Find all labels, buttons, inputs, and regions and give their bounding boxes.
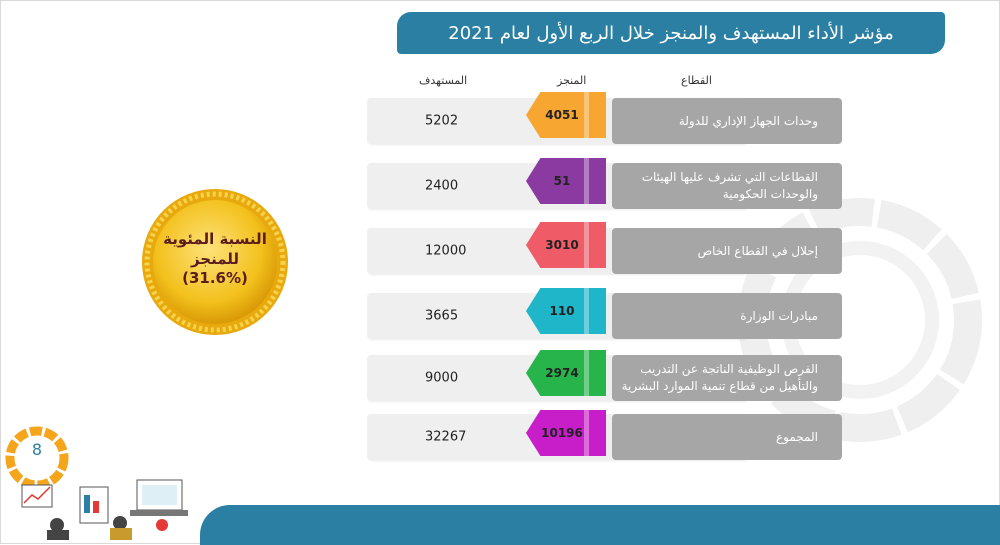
achieved-value: 4051	[545, 108, 579, 122]
achieved-arrow: 4051	[526, 92, 606, 138]
badge-line1: النسبة المئوية	[163, 230, 267, 248]
sector-cell: مبادرات الوزارة	[612, 293, 842, 339]
sector-cell: الفرص الوظيفية الناتجة عن التدريب والتأه…	[612, 355, 842, 401]
achieved-arrow: 10196	[526, 410, 606, 456]
achieved-arrow: 51	[526, 158, 606, 204]
sector-cell: وحدات الجهاز الإداري للدولة	[612, 98, 842, 144]
target-value: 5202	[425, 113, 459, 129]
header-achieved: المنجز	[557, 74, 587, 87]
achieved-value: 10196	[541, 426, 583, 440]
achieved-value: 51	[553, 174, 571, 188]
sector-cell: إحلال في القطاع الخاص	[612, 228, 842, 274]
badge-line2: للمنجز	[190, 249, 240, 268]
business-illustration-icon	[5, 426, 188, 540]
target-value: 9000	[425, 370, 459, 386]
target-value: 3665	[425, 308, 459, 324]
badge-text: النسبة المئوية للمنجز (31.6%)	[140, 230, 290, 289]
achieved-value: 110	[549, 304, 575, 318]
achieved-value: 2974	[545, 366, 579, 380]
achieved-value: 3010	[545, 238, 579, 252]
page-title: مؤشر الأداء المستهدف والمنجز خلال الربع …	[397, 12, 945, 54]
target-value: 2400	[425, 178, 459, 194]
header-target: المستهدف	[419, 74, 468, 87]
badge-percentage: (31.6%)	[182, 269, 248, 287]
page-number: 8	[31, 440, 43, 459]
header-sector: القطاع	[681, 74, 712, 87]
achieved-arrow: 3010	[526, 222, 606, 268]
sector-cell: القطاعات التي تشرف عليها الهيئات والوحدا…	[612, 163, 842, 209]
achieved-arrow: 2974	[526, 350, 606, 396]
achieved-arrow: 110	[526, 288, 606, 334]
sector-cell: المجموع	[612, 414, 842, 460]
target-value: 12000	[425, 243, 467, 259]
footer-bar	[200, 505, 1000, 545]
percentage-badge	[142, 189, 288, 335]
target-value: 32267	[425, 429, 467, 445]
